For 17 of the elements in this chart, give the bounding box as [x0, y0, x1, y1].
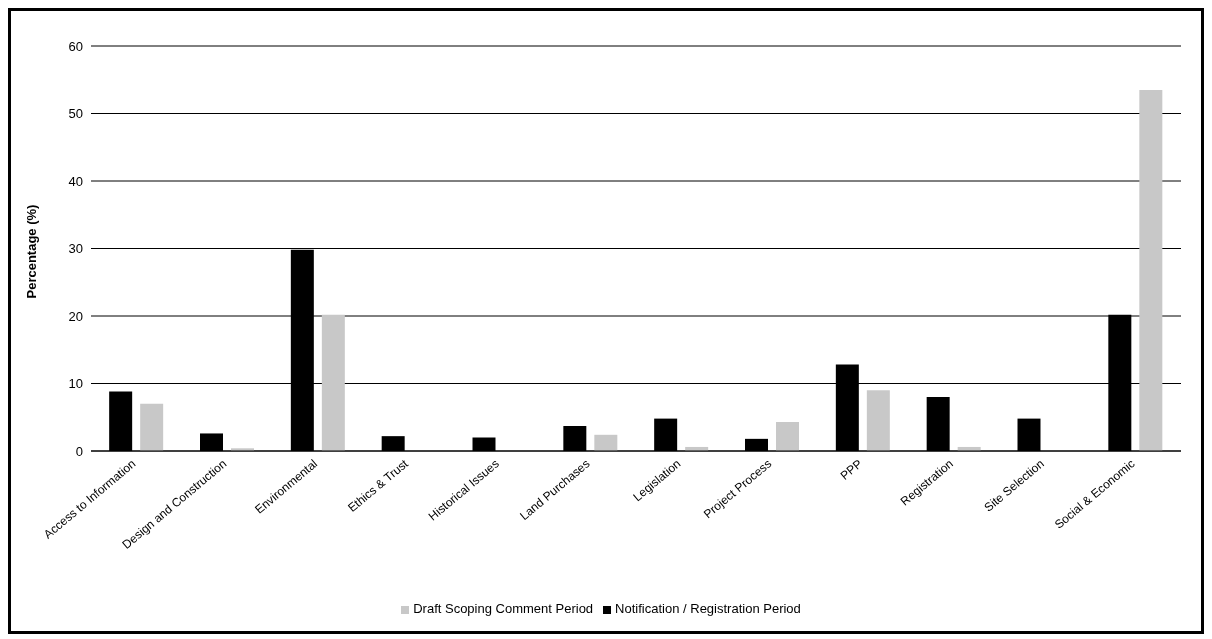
bar — [594, 434, 618, 451]
bar — [140, 403, 164, 451]
bar — [321, 314, 345, 451]
y-tick-label: 10 — [68, 376, 83, 392]
y-axis-title: Percentage (%) — [23, 204, 39, 299]
bar — [776, 421, 799, 451]
x-tick-label: PPP — [837, 456, 866, 483]
y-tick-label: 30 — [68, 241, 83, 257]
y-tick-label: 20 — [68, 308, 83, 324]
y-tick-label: 50 — [68, 106, 83, 122]
legend-label: Notification / Registration Period — [615, 601, 801, 616]
y-tick-label: 40 — [68, 173, 83, 189]
bar — [1139, 89, 1163, 451]
y-tick-label: 60 — [68, 38, 83, 54]
y-tick-label: 0 — [75, 443, 83, 459]
legend-label: Draft Scoping Comment Period — [413, 601, 594, 616]
bar — [866, 390, 890, 451]
